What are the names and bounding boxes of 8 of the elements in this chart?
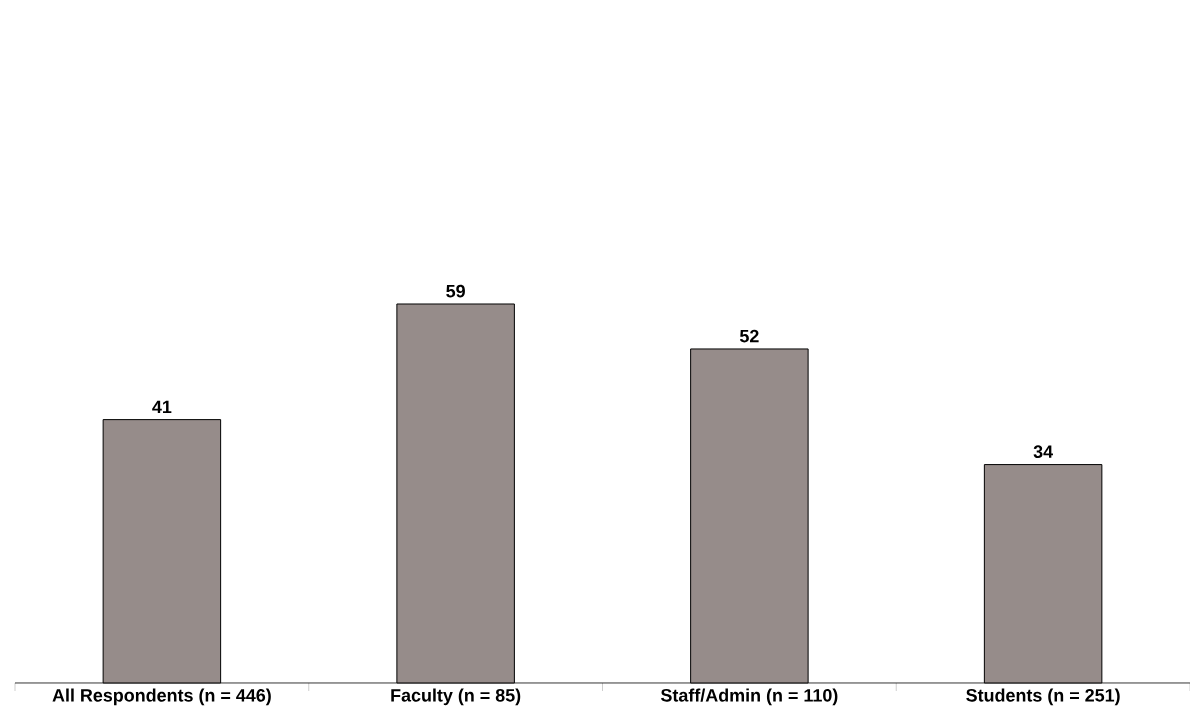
data-label: 52 <box>739 329 759 343</box>
data-label: 34 <box>1033 445 1053 459</box>
data-label: 59 <box>446 284 465 298</box>
x-tick-label: Faculty (n = 85) <box>391 688 521 706</box>
x-tick-label: Students (n = 251) <box>966 688 1120 706</box>
data-label: 41 <box>152 400 172 414</box>
x-tick-label: Staff/Admin (n = 110) <box>660 688 838 706</box>
x-tick-label: All Respondents (n = 446) <box>52 688 271 706</box>
